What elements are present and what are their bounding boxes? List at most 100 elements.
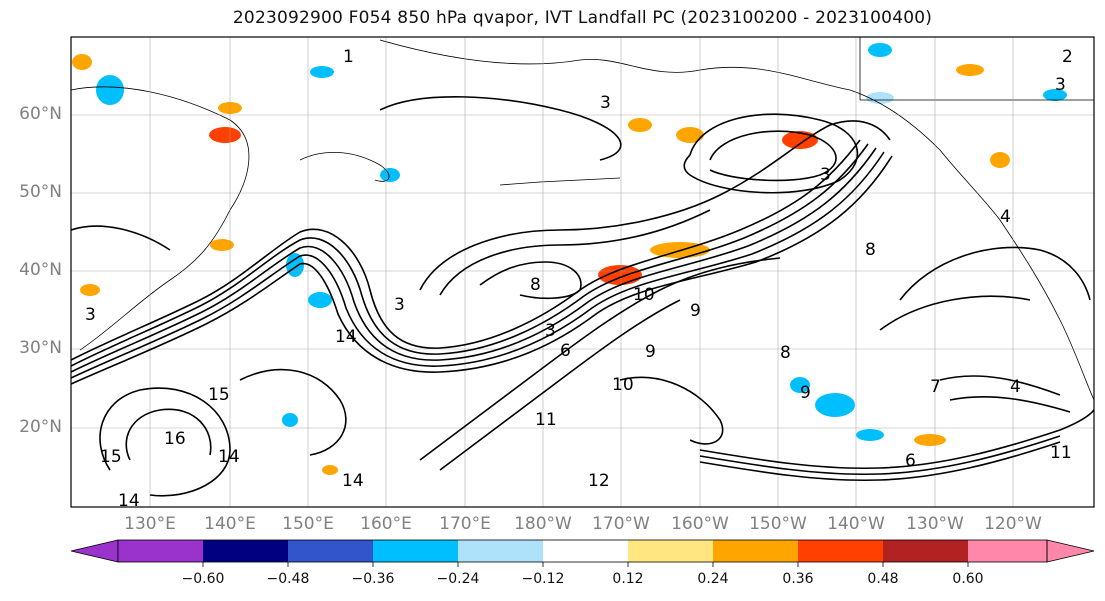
anomaly-blob — [790, 377, 810, 393]
contour-label: 14 — [218, 447, 240, 467]
contour-label: 15 — [208, 385, 230, 405]
colorbar-segment — [713, 540, 798, 562]
ivt-contours — [71, 96, 1094, 497]
colorbar-tick-label: 0.60 — [952, 571, 984, 587]
lon-label-170e: 170°E — [439, 514, 491, 534]
anomaly-blob — [628, 118, 652, 132]
contour-label: 8 — [865, 240, 876, 260]
colorbar-tick-label: −0.36 — [351, 571, 395, 587]
lon-label-120w: 120°W — [984, 514, 1042, 534]
colorbar-tick-label: 0.24 — [697, 571, 729, 587]
contour-label: 1 — [343, 47, 354, 67]
contour-label: 12 — [588, 471, 610, 491]
contour-label: 16 — [164, 429, 186, 449]
qvapor-anomaly-fills — [72, 43, 1067, 475]
anomaly-blob — [322, 465, 338, 475]
contour-label: 3 — [820, 165, 831, 185]
colorbar-ticks — [202, 562, 969, 567]
contour-label: 8 — [530, 275, 541, 295]
gridlines — [71, 37, 1094, 507]
colorbar-tick-label: −0.12 — [521, 571, 565, 587]
contour-label: 3 — [545, 321, 556, 341]
anomaly-blob — [782, 131, 818, 149]
lat-label-50n: 50°N — [19, 182, 62, 202]
contour-label: 14 — [342, 471, 364, 491]
contour-label: 9 — [800, 383, 811, 403]
contour-label: 7 — [930, 377, 941, 397]
colorbar-extend-right — [1046, 539, 1095, 563]
anomaly-blob — [856, 429, 884, 441]
contour-label: 10 — [612, 375, 634, 395]
map-frame-bg — [71, 37, 1094, 507]
contour-label: 10 — [633, 285, 655, 305]
contour-label: 15 — [100, 447, 122, 467]
anomaly-blob — [282, 413, 298, 427]
colorbar-tick-label: −0.48 — [266, 571, 310, 587]
lat-label-20n: 20°N — [19, 417, 62, 437]
lat-label-40n: 40°N — [19, 260, 62, 280]
anomaly-blob — [72, 54, 92, 70]
lon-label-160w: 160°W — [671, 514, 729, 534]
anomaly-blob — [815, 393, 855, 417]
contour-label: 3 — [600, 93, 611, 113]
contour-label: 9 — [690, 301, 701, 321]
contour-label: 11 — [535, 410, 557, 430]
anomaly-blob — [956, 64, 984, 76]
colorbar-tick-label: 0.36 — [782, 571, 814, 587]
anomaly-blob — [380, 168, 400, 182]
lon-label-170w: 170°W — [592, 514, 650, 534]
colorbar-segment — [373, 540, 458, 562]
contour-label: 3 — [85, 305, 96, 325]
anomaly-blob — [210, 239, 234, 251]
colorbar-segment — [288, 540, 373, 562]
lon-label-130w: 130°W — [906, 514, 964, 534]
lon-label-160e: 160°E — [360, 514, 412, 534]
lon-label-150w: 150°W — [749, 514, 807, 534]
colorbar-tick-label: −0.60 — [181, 571, 225, 587]
contour-label: 3 — [394, 295, 405, 315]
contour-label: 14 — [118, 491, 140, 511]
anomaly-blob — [1043, 89, 1067, 101]
anomaly-blob — [598, 265, 642, 285]
contour-labels: 1 2 3 3 3 3 3 3 4 4 6 6 7 8 8 8 9 9 9 10… — [85, 47, 1073, 511]
colorbar-tick-label: 0.48 — [867, 571, 899, 587]
colorbar-tick-label: 0.12 — [612, 571, 644, 587]
anomaly-blob — [866, 92, 894, 104]
anomaly-blob — [286, 253, 304, 277]
anomaly-blob — [990, 152, 1010, 168]
contour-label: 6 — [905, 451, 916, 471]
anomaly-blob — [308, 292, 332, 308]
anomaly-blob — [914, 434, 946, 446]
colorbar-tick-label: −0.24 — [436, 571, 480, 587]
anomaly-blob — [868, 43, 892, 57]
contour-label: 2 — [1062, 47, 1073, 67]
contour-label: 4 — [1000, 207, 1011, 227]
colorbar-segment — [118, 540, 203, 562]
lon-label-140e: 140°E — [204, 514, 256, 534]
lon-label-180w: 180°W — [514, 514, 572, 534]
lon-label-140w: 140°W — [827, 514, 885, 534]
colorbar-outline — [117, 539, 1048, 563]
contour-label: 3 — [1055, 75, 1066, 95]
colorbar-extend-left — [70, 539, 119, 563]
map-title: 2023092900 F054 850 hPa qvapor, IVT Land… — [232, 8, 933, 28]
anomaly-blob — [96, 75, 124, 105]
colorbar-segment — [798, 540, 883, 562]
anomaly-blob — [676, 127, 704, 143]
contour-label: 4 — [1010, 377, 1021, 397]
lon-label-150e: 150°E — [282, 514, 334, 534]
map-frame-border — [70, 36, 1095, 508]
coastlines — [71, 37, 1094, 401]
anomaly-blob — [310, 66, 334, 78]
colorbar-segment — [968, 540, 1047, 562]
lat-label-30n: 30°N — [19, 338, 62, 358]
contour-label: 14 — [335, 327, 357, 347]
colorbar-segment — [883, 540, 968, 562]
lon-label-130e: 130°E — [124, 514, 176, 534]
colorbar-segment — [543, 540, 628, 562]
contour-label: 6 — [560, 341, 571, 361]
contour-label: 11 — [1050, 443, 1072, 463]
anomaly-blob — [80, 284, 100, 296]
colorbar-segment — [458, 540, 543, 562]
